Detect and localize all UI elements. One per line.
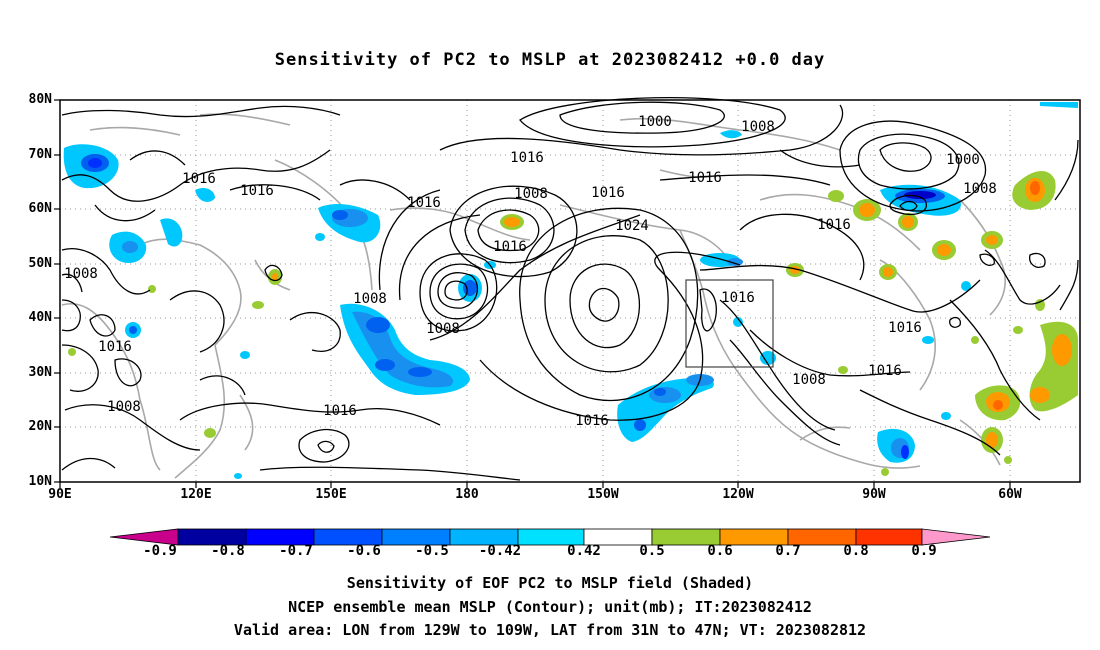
colorbar-label: -0.9 <box>143 543 177 559</box>
contour-labels: 1000 1008 1016 1016 1016 1000 1008 1016 … <box>64 114 997 429</box>
contour-label: 1016 <box>888 320 922 336</box>
contour-label: 1016 <box>591 185 625 201</box>
lon-label: 90W <box>862 487 886 502</box>
contour-label: 1016 <box>323 403 357 419</box>
contour-label: 1000 <box>638 114 672 130</box>
lat-label: 40N <box>28 310 52 325</box>
valid-area-box <box>685 279 774 368</box>
contour-label: 1016 <box>493 239 527 255</box>
lon-label: 180 <box>455 487 479 502</box>
lat-label: 10N <box>28 474 52 489</box>
contour-label: 1024 <box>615 218 649 234</box>
colorbar-label: 0.9 <box>911 543 937 559</box>
lon-label: 90E <box>48 487 72 502</box>
footer-line-3: Valid area: LON from 129W to 109W, LAT f… <box>233 621 867 639</box>
contour-label: 1016 <box>575 413 609 429</box>
mslp-contours <box>61 97 1079 481</box>
contour-label: 1008 <box>353 291 387 307</box>
contour-label: 1016 <box>182 171 216 187</box>
contour-label: 1016 <box>98 339 132 355</box>
contour-label: 1008 <box>426 321 460 337</box>
contour-label: 1008 <box>792 372 826 388</box>
colorbar-label: 0.8 <box>843 543 869 559</box>
lat-label: 60N <box>28 201 52 216</box>
lon-label: 60W <box>998 487 1022 502</box>
contour-label: 1016 <box>240 183 274 199</box>
axis-ticks <box>54 99 1011 488</box>
contour-label: 1016 <box>688 170 722 186</box>
colorbar-label: -0.8 <box>211 543 245 559</box>
map-frame <box>59 99 1081 483</box>
chart-title: Sensitivity of PC2 to MSLP at 2023082412… <box>274 50 826 70</box>
contour-label: 1016 <box>868 363 902 379</box>
colorbar-label: -0.42 <box>478 543 522 559</box>
colorbar-label: -0.7 <box>279 543 313 559</box>
contour-label: 1016 <box>721 290 755 306</box>
footer-line-1: Sensitivity of EOF PC2 to MSLP field (Sh… <box>346 574 754 592</box>
contour-label: 1008 <box>963 181 997 197</box>
colorbar-label: -0.6 <box>347 543 381 559</box>
contour-label: 1016 <box>510 150 544 166</box>
sensitivity-shading <box>63 102 1078 479</box>
lon-label: 150E <box>315 487 347 502</box>
colorbar-label: 0.5 <box>639 543 665 559</box>
colorbar-label: -0.5 <box>415 543 449 559</box>
lat-label: 70N <box>28 147 52 162</box>
lat-label: 50N <box>28 256 52 271</box>
contour-label: 1008 <box>741 119 775 135</box>
lat-label: 80N <box>28 92 52 107</box>
colorbar-label: 0.7 <box>775 543 801 559</box>
lon-label: 150W <box>587 487 619 502</box>
contour-label: 1008 <box>514 186 548 202</box>
colorbar-cells <box>109 528 991 546</box>
colorbar-label: 0.42 <box>567 543 601 559</box>
contour-label: 1000 <box>946 152 980 168</box>
lon-label: 120E <box>180 487 212 502</box>
contour-label: 1008 <box>107 399 141 415</box>
footer-line-2: NCEP ensemble mean MSLP (Contour); unit(… <box>288 598 812 616</box>
map-background <box>60 100 1080 482</box>
colorbar-arrow-right <box>921 528 991 546</box>
lat-label: 20N <box>28 419 52 434</box>
contour-label: 1016 <box>407 195 441 211</box>
contour-label: 1016 <box>817 217 851 233</box>
colorbar-label: 0.6 <box>707 543 733 559</box>
lon-label: 120W <box>722 487 754 502</box>
contour-label: 1008 <box>64 266 98 282</box>
lat-label: 30N <box>28 365 52 380</box>
